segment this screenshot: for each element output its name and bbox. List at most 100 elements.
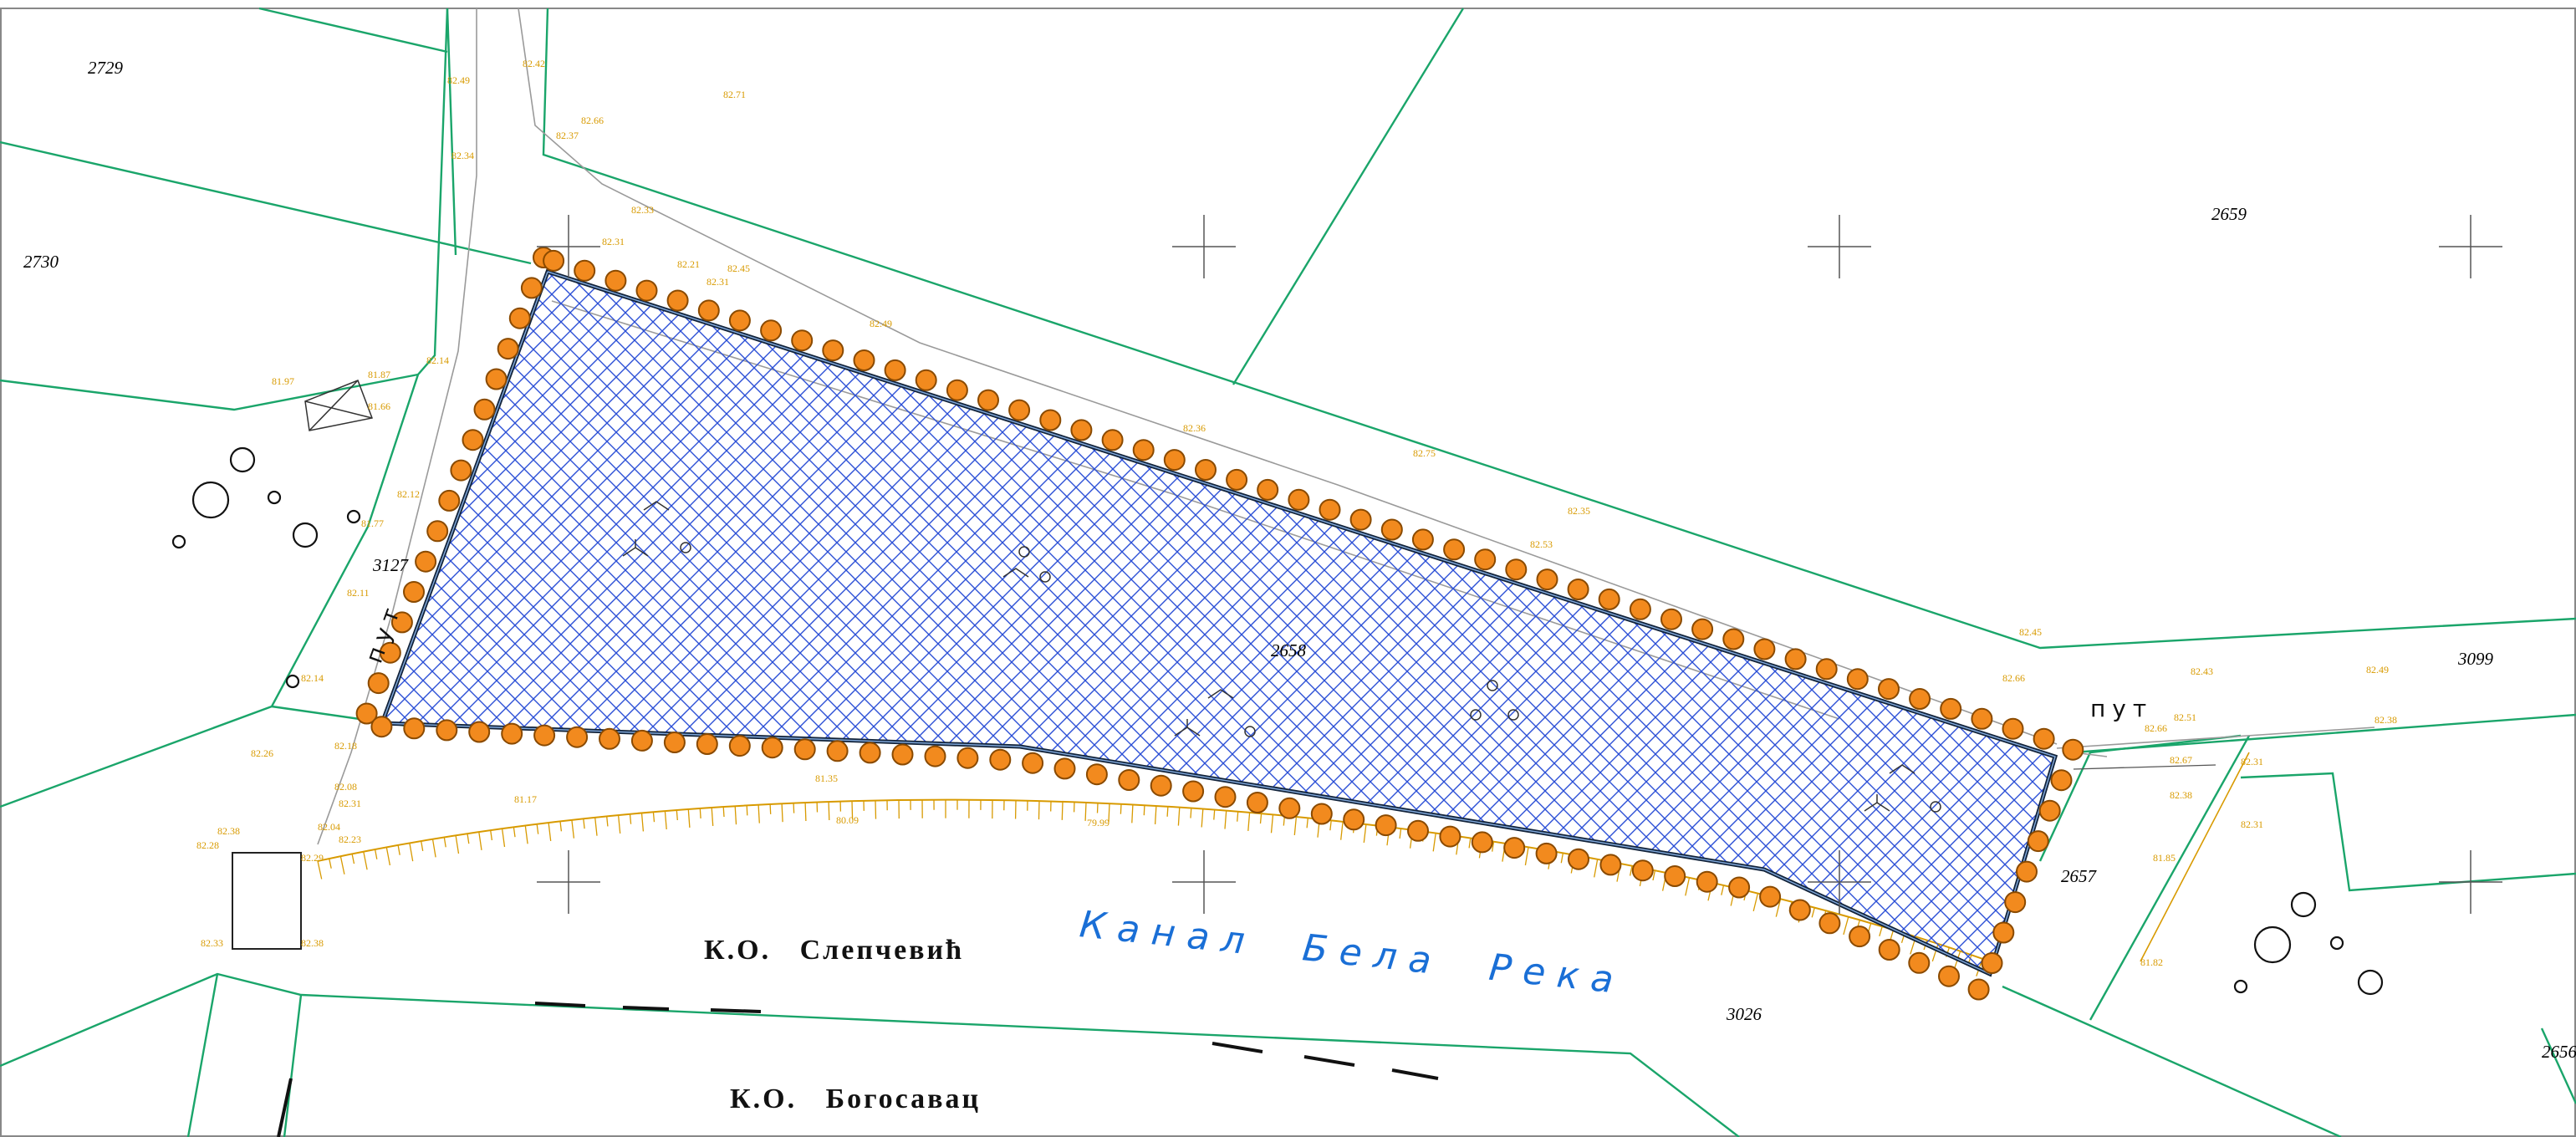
elevation-label: 82.38 <box>217 825 240 837</box>
hachure-tick <box>1061 801 1064 820</box>
elevation-label: 82.51 <box>2174 711 2196 723</box>
hachure-tick <box>606 816 609 827</box>
elevation-label: 82.31 <box>602 236 625 247</box>
hachure-tick <box>1143 805 1145 816</box>
boundary-marker-icon <box>1940 697 1962 720</box>
boundary-marker-icon <box>946 379 968 401</box>
boundary-marker-icon <box>450 459 472 482</box>
parcel-label-3127: 3127 <box>372 555 410 575</box>
boundary-marker-icon <box>728 309 751 332</box>
elevation-label: 82.71 <box>723 89 746 100</box>
boundary-marker-icon <box>1349 508 1372 531</box>
hachure-tick <box>629 813 632 824</box>
hachure-tick <box>339 856 345 874</box>
hachure-tick <box>781 803 783 823</box>
elevation-label: 82.49 <box>447 74 470 86</box>
boundary-marker-icon <box>1101 429 1124 451</box>
boundary-marker-icon <box>793 738 816 761</box>
elevation-label: 81.66 <box>368 400 390 412</box>
elevation-label: 82.29 <box>301 852 324 864</box>
boundary-marker-icon <box>2038 799 2061 822</box>
right-embankment <box>2140 752 2250 962</box>
boundary-marker-icon <box>1319 498 1341 521</box>
hachure-tick <box>571 819 575 839</box>
hachure-tick <box>594 817 598 836</box>
boundary-marker-icon <box>520 277 543 299</box>
hachure-tick <box>536 823 539 834</box>
boundary-marker-icon <box>403 717 426 740</box>
hachure-tick <box>1560 853 1564 864</box>
boundary-marker-icon <box>533 724 556 747</box>
boundary-marker-icon <box>1849 925 1871 948</box>
hachure-tick <box>478 832 482 850</box>
parcel-label-2659: 2659 <box>2211 204 2247 224</box>
elevation-label: 82.49 <box>870 318 892 329</box>
boundary-marker-icon <box>666 289 689 312</box>
boundary-marker-icon <box>1118 769 1140 791</box>
boundary-marker-icon <box>2050 769 2073 792</box>
boundary-marker-icon <box>1992 921 2015 944</box>
boundary-marker-icon <box>2002 717 2024 740</box>
boundary-marker-icon <box>1784 648 1807 670</box>
elevation-label: 82.45 <box>2019 626 2042 638</box>
boundary-marker-icon <box>760 319 783 342</box>
elevation-label: 82.31 <box>2241 818 2263 830</box>
hachure-tick <box>722 807 725 818</box>
hachure-tick <box>1363 823 1367 843</box>
hachure-tick <box>443 837 446 848</box>
survey-crosshair-icon <box>537 850 600 914</box>
hachure-tick <box>1096 803 1099 813</box>
boundary-marker-icon <box>415 550 437 573</box>
hachure-tick <box>1811 907 1815 918</box>
boundary-marker-icon <box>1182 780 1205 803</box>
elevation-label: 82.66 <box>2145 722 2167 734</box>
hachure-tick <box>804 803 807 822</box>
elevation-label: 82.45 <box>727 263 750 274</box>
elevation-label: 82.23 <box>339 834 361 845</box>
hachure-tick <box>524 825 528 844</box>
hachure-tick <box>851 801 854 820</box>
boundary-marker-icon <box>884 359 906 381</box>
boundary-marker-icon <box>1568 848 1589 870</box>
parcel-boundaries <box>0 7 2576 1137</box>
boundary-marker-icon <box>728 735 751 757</box>
boundary-marker-icon <box>989 748 1012 771</box>
boundary-marker-icon <box>696 733 718 755</box>
elevation-label: 82.34 <box>451 150 474 161</box>
hachure-tick <box>1685 877 1691 896</box>
boundary-marker-icon <box>663 732 686 753</box>
boundary-marker-icon <box>635 279 658 302</box>
boundary-marker-icon <box>1567 579 1589 600</box>
hachure-tick <box>397 844 400 855</box>
boundary-marker-icon <box>1411 528 1434 551</box>
hachure-tick <box>467 834 470 844</box>
circle-symbols <box>171 446 2384 996</box>
boundary-marker-icon <box>485 368 508 390</box>
building <box>232 852 302 950</box>
boundary-marker-icon <box>2033 727 2055 750</box>
parcel-label-3099: 3099 <box>2457 649 2494 669</box>
boundary-marker-icon <box>604 269 627 292</box>
hachure-tick <box>1259 813 1262 824</box>
hachure-tick <box>513 827 516 838</box>
parcel-label-2730: 2730 <box>23 252 59 272</box>
hachure-tick <box>1213 809 1216 820</box>
hachure-tick <box>374 849 378 859</box>
boundary-marker-icon <box>370 716 393 738</box>
hachure-tick <box>431 839 436 858</box>
hachure-tick <box>769 803 772 814</box>
boundary-marker-icon <box>1503 837 1526 859</box>
elevation-label: 82.33 <box>631 204 654 216</box>
elevation-label: 82.53 <box>1530 538 1553 550</box>
hachure-tick <box>548 823 552 841</box>
hachure-tick <box>875 800 877 819</box>
boundary-marker-icon <box>1310 803 1333 825</box>
municipal-boundary <box>277 1002 1439 1137</box>
boundary-marker-icon <box>1846 668 1869 691</box>
hachure-tick <box>1237 811 1239 822</box>
boundary-marker-icon <box>1660 608 1682 630</box>
elevation-label: 82.36 <box>1183 422 1206 434</box>
boundary-marker-icon <box>1226 468 1248 491</box>
boundary-marker-icon <box>1039 409 1062 431</box>
boundary-marker-icon <box>379 641 401 664</box>
